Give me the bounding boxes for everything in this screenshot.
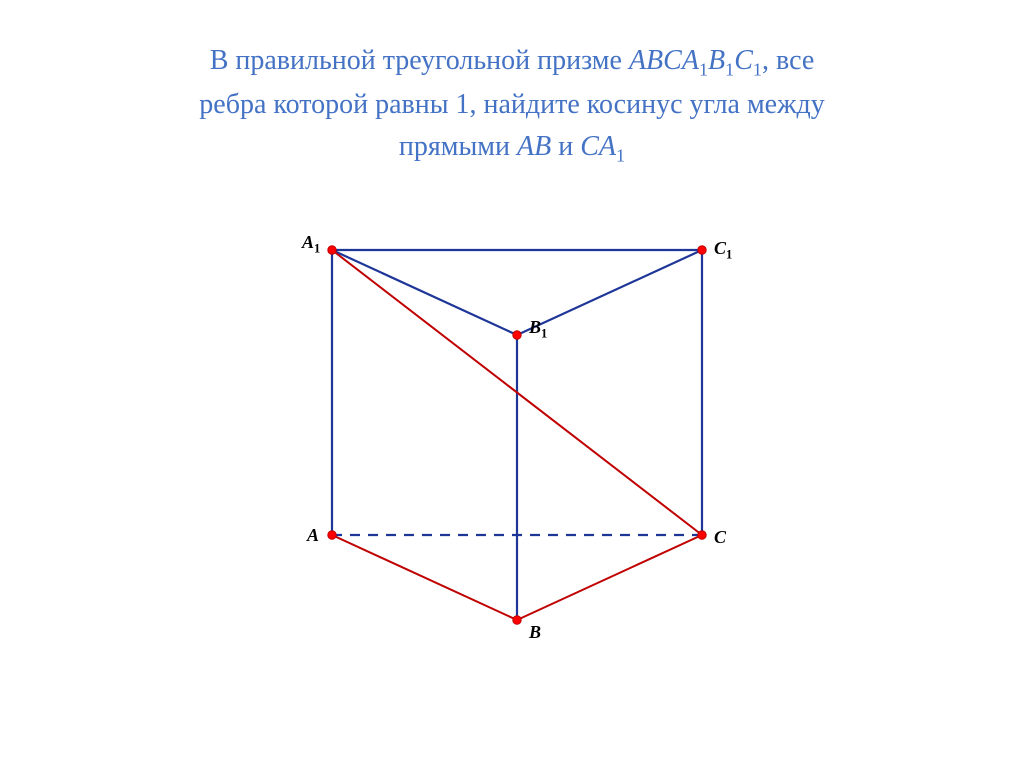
prism-diagram: A B C A1 B1 C1 [0, 195, 1024, 655]
label-B: B [528, 622, 541, 642]
edge-A-B [332, 535, 517, 620]
edge-B1-C1 [517, 250, 702, 335]
label-C1: C1 [714, 238, 732, 262]
label-A: A [306, 525, 319, 545]
vertex-A1 [328, 246, 336, 254]
edge-B-C [517, 535, 702, 620]
vertex-C1 [698, 246, 706, 254]
vertex-B [513, 616, 521, 624]
vertex-A [328, 531, 336, 539]
label-C: C [714, 527, 727, 547]
vertex-B1 [513, 331, 521, 339]
vertex-C [698, 531, 706, 539]
label-B1: B1 [528, 317, 547, 341]
label-A1: A1 [301, 232, 320, 256]
problem-statement: В правильной треугольной призме ABCA1B1C… [0, 0, 1024, 180]
